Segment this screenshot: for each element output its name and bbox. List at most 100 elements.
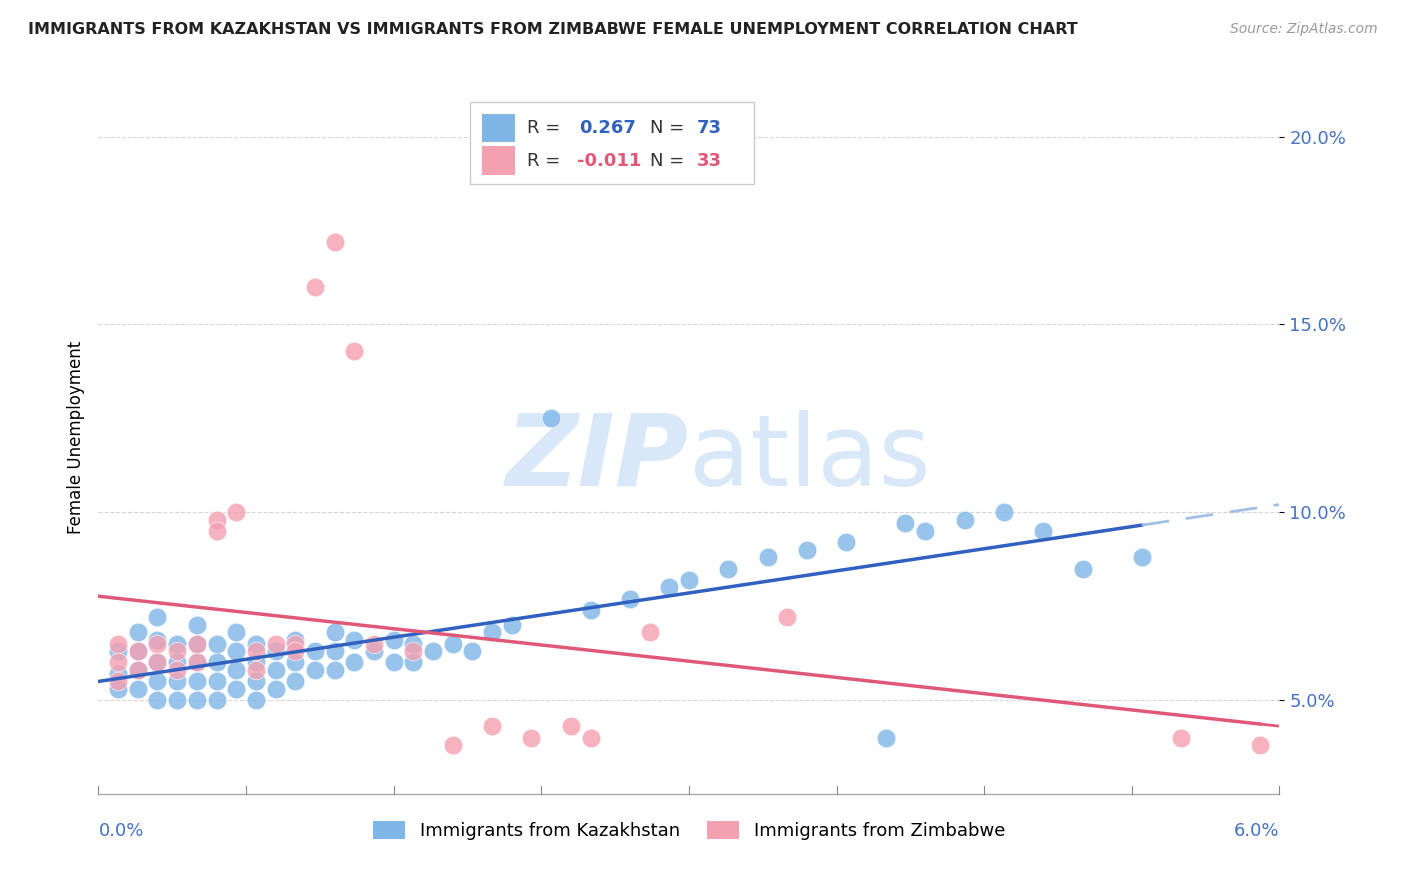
Point (186, 693, 208, 707)
Point (264, 663, 287, 677)
Point (402, 644, 425, 658)
Point (127, 663, 149, 677)
Legend: Immigrants from Kazakhstan, Immigrants from Zimbabwe: Immigrants from Kazakhstan, Immigrants f… (364, 812, 1014, 849)
Point (304, 280, 326, 294)
Point (363, 637, 385, 651)
Point (166, 637, 188, 651)
Text: IMMIGRANTS FROM KAZAKHSTAN VS IMMIGRANTS FROM ZIMBABWE FEMALE UNEMPLOYMENT CORRE: IMMIGRANTS FROM KAZAKHSTAN VS IMMIGRANTS… (28, 22, 1078, 37)
Point (441, 738, 464, 752)
Point (146, 637, 169, 651)
Point (166, 674, 188, 689)
Point (343, 656, 366, 670)
Point (619, 591, 641, 606)
Point (245, 693, 267, 707)
Point (186, 656, 208, 670)
Point (146, 674, 169, 689)
Point (264, 644, 287, 658)
Bar (482, 113, 516, 143)
Point (107, 637, 129, 651)
Point (382, 656, 405, 670)
Point (1249, 738, 1271, 752)
Point (284, 632, 307, 647)
Point (1032, 524, 1054, 538)
Point (323, 644, 346, 658)
Point (441, 637, 464, 651)
Point (284, 674, 307, 689)
Point (146, 610, 169, 624)
Point (107, 681, 129, 696)
Point (304, 663, 326, 677)
Point (107, 674, 129, 689)
Point (461, 644, 484, 658)
Text: N =: N = (650, 152, 690, 169)
Point (402, 637, 425, 651)
Point (284, 644, 307, 658)
Point (343, 343, 366, 358)
Point (127, 644, 149, 658)
Point (205, 674, 228, 689)
Point (284, 637, 307, 651)
Point (225, 681, 247, 696)
Text: N =: N = (650, 119, 690, 137)
Point (1130, 550, 1153, 565)
Text: atlas: atlas (689, 410, 931, 507)
Point (166, 693, 188, 707)
Point (146, 656, 169, 670)
Point (225, 505, 247, 519)
Point (166, 656, 188, 670)
Bar (471, 102, 754, 184)
Text: 0.267: 0.267 (579, 119, 636, 137)
Point (953, 513, 976, 527)
Text: R =: R = (527, 152, 567, 169)
Point (127, 681, 149, 696)
Point (1170, 731, 1192, 745)
Point (245, 656, 267, 670)
Point (363, 644, 385, 658)
Text: 0.0%: 0.0% (98, 822, 143, 840)
Text: Source: ZipAtlas.com: Source: ZipAtlas.com (1230, 22, 1378, 37)
Point (678, 573, 700, 587)
Point (323, 663, 346, 677)
Point (835, 535, 858, 549)
Point (127, 644, 149, 658)
Point (127, 625, 149, 640)
Point (481, 719, 503, 733)
Point (422, 644, 444, 658)
Text: 33: 33 (697, 152, 723, 169)
Point (894, 516, 917, 531)
Point (245, 644, 267, 658)
Point (756, 550, 779, 565)
Point (146, 693, 169, 707)
Point (914, 524, 936, 538)
Point (638, 625, 661, 640)
Point (501, 618, 523, 632)
Point (127, 663, 149, 677)
Point (225, 663, 247, 677)
Point (186, 618, 208, 632)
Point (146, 632, 169, 647)
Point (186, 637, 208, 651)
Point (245, 663, 267, 677)
Point (264, 681, 287, 696)
Point (225, 625, 247, 640)
Point (107, 666, 129, 681)
Point (304, 644, 326, 658)
Text: 6.0%: 6.0% (1234, 822, 1279, 840)
Point (205, 656, 228, 670)
Point (402, 656, 425, 670)
Point (520, 731, 543, 745)
Point (205, 693, 228, 707)
Point (481, 625, 503, 640)
Point (776, 610, 799, 624)
Point (166, 663, 188, 677)
Point (245, 637, 267, 651)
Point (658, 580, 681, 594)
Point (540, 411, 562, 425)
Text: -0.011: -0.011 (576, 152, 641, 169)
Point (284, 656, 307, 670)
Point (205, 637, 228, 651)
Point (717, 561, 740, 575)
Point (323, 235, 346, 249)
Bar (482, 146, 516, 175)
Point (875, 731, 897, 745)
